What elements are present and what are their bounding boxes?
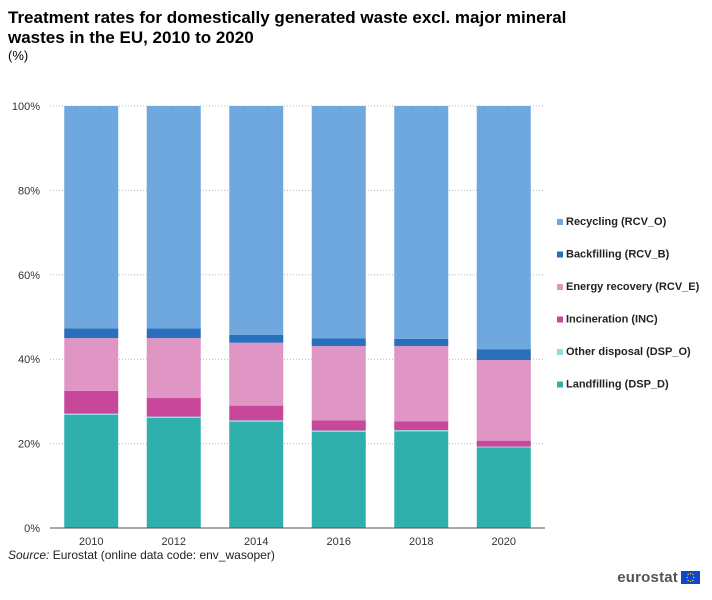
legend-swatch: [557, 284, 563, 290]
source-text: Eurostat (online data code: env_wasoper): [52, 548, 275, 562]
x-tick-label: 2016: [327, 536, 351, 545]
x-tick-label: 2018: [409, 536, 433, 545]
legend-item: Incineration (INC): [557, 314, 658, 326]
source-label: Source:: [8, 548, 50, 562]
bar-segment: [229, 421, 284, 528]
bar-segment: [394, 338, 449, 347]
x-axis: 2010 2012 2014 2016 2018 2020: [50, 527, 545, 545]
bar-segment: [229, 405, 284, 421]
bar-segment: [394, 106, 449, 339]
legend-swatch: [557, 219, 563, 225]
bar-segment: [146, 416, 201, 418]
bar-segment: [394, 346, 449, 422]
x-tick-label: 2020: [492, 536, 516, 545]
bar-segment: [229, 334, 284, 343]
source-note: Source: Eurostat (online data code: env_…: [8, 548, 275, 562]
chart-title: Treatment rates for domestically generat…: [8, 8, 567, 47]
legend: Recycling (RCV_O) Backfilling (RCV_B) Ener…: [557, 216, 700, 391]
bar-segment: [311, 346, 366, 421]
legend-label: Energy recovery (RCV_E): [566, 281, 700, 293]
grid-lines: [50, 105, 545, 445]
bar-segment: [476, 446, 531, 448]
bar-segment: [64, 414, 119, 528]
x-tick-label: 2014: [244, 536, 268, 545]
legend-label: Landfilling (DSP_D): [566, 379, 669, 391]
legend-swatch: [557, 349, 563, 355]
legend-label: Other disposal (DSP_O): [566, 346, 691, 358]
bar-segment: [64, 390, 119, 414]
y-tick-label: 0%: [24, 523, 40, 535]
x-tick-label: 2010: [79, 536, 103, 545]
bar-segment: [394, 431, 449, 528]
bar-segment: [311, 338, 366, 347]
bar-segment: [64, 328, 119, 339]
y-tick-label: 60%: [18, 270, 40, 282]
bar-segment: [146, 398, 201, 417]
legend-label: Recycling (RCV_O): [566, 216, 667, 228]
bar-segment: [311, 420, 366, 431]
y-tick-label: 80%: [18, 185, 40, 197]
legend-swatch: [557, 316, 563, 323]
legend-item: Other disposal (DSP_O): [557, 346, 691, 358]
stacked-bar-chart: 0%20%40%60%80%100% 2010 2012 2014 2016 2018 2…: [12, 101, 700, 545]
y-axis: 0% 20% 40% 60% 80% 100%: [12, 101, 40, 535]
legend-item: Landfilling (DSP_D): [557, 379, 669, 391]
legend-item: Energy recovery (RCV_E): [557, 281, 700, 293]
bar-segment: [229, 342, 284, 406]
bar-segment: [229, 106, 284, 335]
y-tick-label: 100%: [12, 101, 40, 113]
legend-swatch: [557, 251, 563, 258]
bar-segment: [146, 106, 201, 329]
bar-segment: [311, 431, 366, 528]
bar-segment: [476, 106, 531, 350]
eurostat-logo: eurostat: [617, 569, 700, 586]
bar-segment: [146, 338, 201, 399]
y-tick-label: 20%: [18, 439, 40, 451]
bar-segment: [476, 440, 531, 447]
bar-segment: [64, 338, 119, 391]
legend-swatch: [557, 381, 563, 388]
bar-segment: [64, 413, 119, 415]
y-tick-label: 40%: [18, 354, 40, 366]
bar-segment: [476, 360, 531, 441]
bar-segment: [146, 328, 201, 339]
logo-text: eurostat: [617, 569, 678, 586]
bar-segment: [476, 447, 531, 528]
bar-segment: [311, 106, 366, 339]
legend-label: Backfilling (RCV_B): [566, 249, 670, 261]
bar-segment: [229, 420, 284, 422]
chart-unit: (%): [8, 48, 29, 63]
legend-label: Incineration (INC): [566, 314, 658, 326]
bar-segment: [394, 421, 449, 431]
bar-segment: [394, 430, 449, 432]
legend-item: Backfilling (RCV_B): [557, 249, 670, 261]
bar-segment: [476, 349, 531, 361]
legend-item: Recycling (RCV_O): [557, 216, 667, 228]
bars: [64, 106, 531, 528]
bar-segment: [64, 106, 119, 329]
bar-segment: [311, 430, 366, 432]
x-tick-label: 2012: [162, 536, 186, 545]
eu-flag-icon: [681, 571, 700, 584]
bar-segment: [146, 417, 201, 528]
